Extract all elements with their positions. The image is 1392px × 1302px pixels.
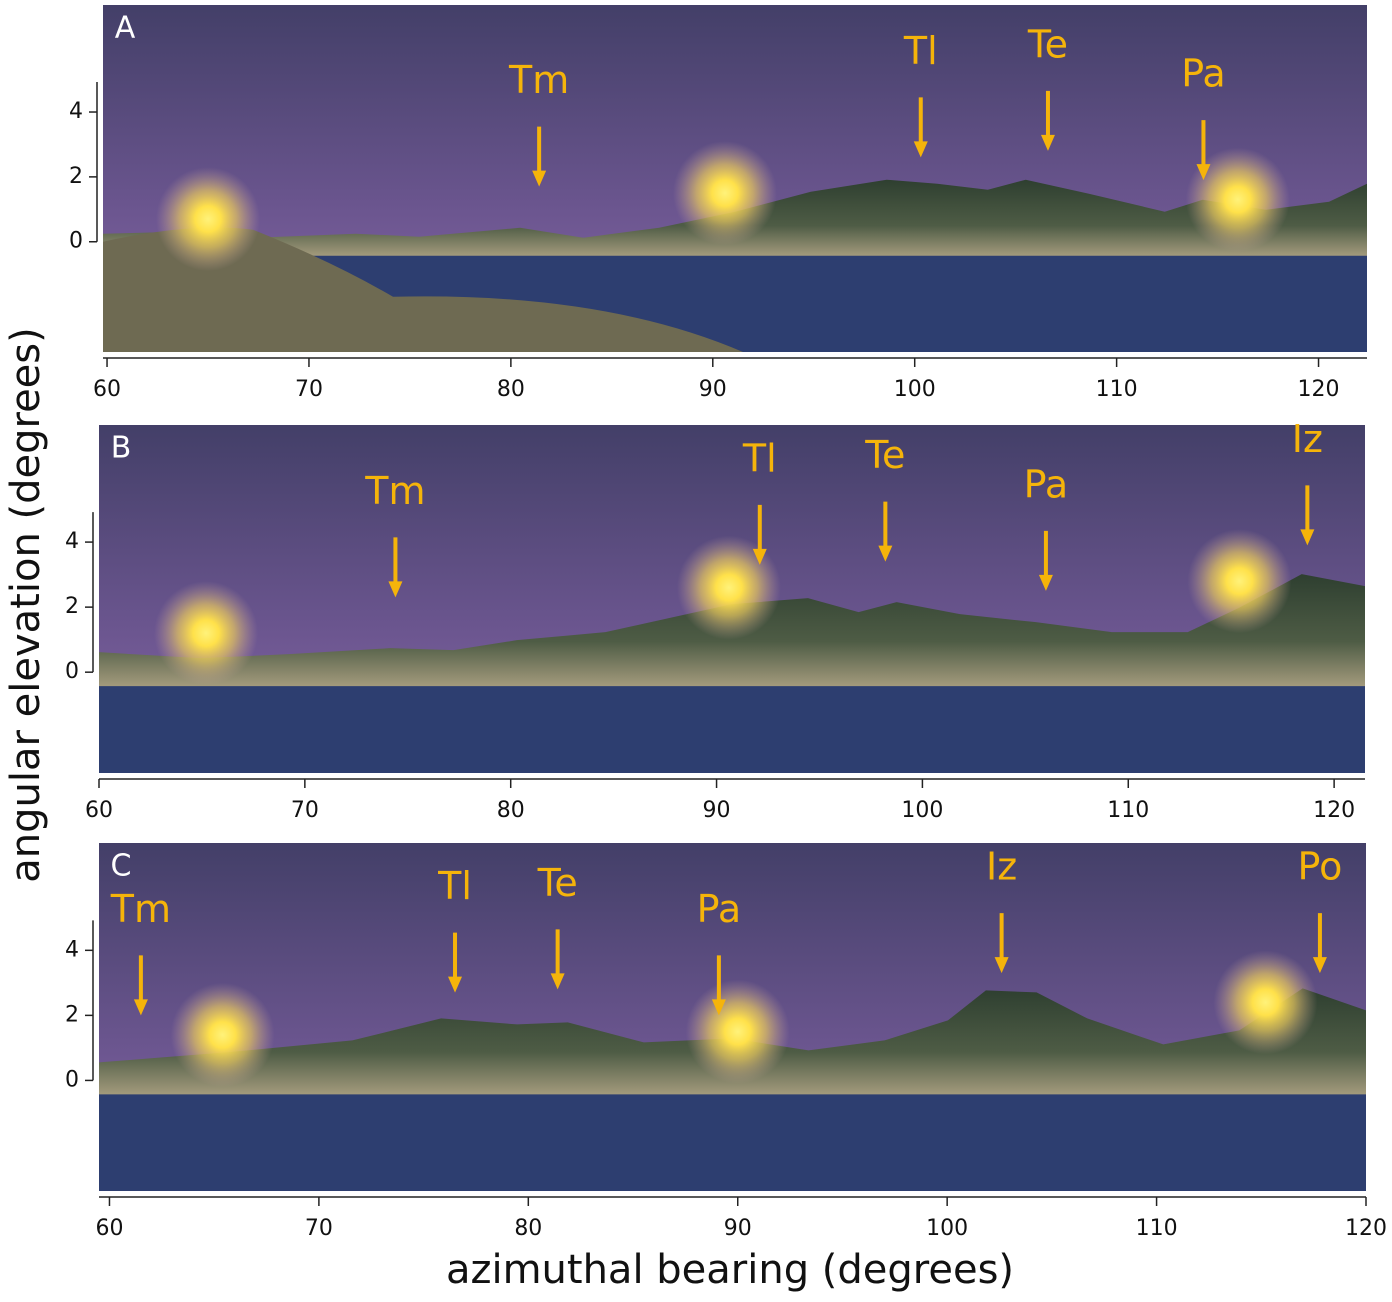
x-tick-label: 90 [699, 377, 727, 402]
sun [676, 535, 781, 640]
arrow-head [994, 957, 1009, 974]
x-tick-label: 60 [95, 1216, 123, 1241]
y-tick-label: 2 [65, 1002, 79, 1027]
peak-label: Pa [1024, 462, 1069, 506]
peak-label: Iz [986, 845, 1017, 889]
arrow-head [448, 976, 463, 993]
foreground-hill [103, 227, 743, 352]
arrow-head [878, 545, 893, 562]
x-tick-label: 70 [291, 798, 319, 823]
peak-label: Pa [697, 887, 742, 931]
x-tick-label: 120 [1313, 798, 1355, 823]
arrow-head [711, 999, 726, 1016]
x-tick-label: 60 [85, 798, 113, 823]
peak-label: Tl [742, 436, 777, 480]
peak-label: Tm [508, 58, 569, 102]
x-tick-label: 80 [514, 1216, 542, 1241]
sun [1213, 950, 1318, 1055]
peak-label: Iz [1292, 417, 1323, 461]
peak-label: Te [864, 433, 905, 477]
y-tick-label: 4 [65, 937, 79, 962]
x-tick-label: 90 [724, 1216, 752, 1241]
sun [1185, 147, 1290, 252]
arrow-head [388, 581, 403, 598]
x-tick-label: 110 [1096, 377, 1138, 402]
x-tick-label: 110 [1136, 1216, 1178, 1241]
sun [154, 581, 259, 686]
arrow-head [1300, 529, 1315, 546]
arrow-head [752, 548, 767, 565]
arrow-head [1196, 164, 1211, 181]
arrow-head [913, 141, 928, 158]
sun [1187, 529, 1292, 634]
peak-label: Tl [437, 864, 472, 908]
sun [170, 982, 275, 1087]
sun [155, 167, 260, 272]
arrow-head [550, 973, 565, 990]
x-tick-label: 70 [305, 1216, 333, 1241]
peak-label: Tm [364, 469, 425, 513]
peak-label: Po [1298, 845, 1343, 889]
y-axis-label: angular elevation (degrees) [3, 327, 49, 882]
y-tick-label: 0 [69, 229, 83, 254]
x-tick-label: 120 [1345, 1216, 1387, 1241]
water [99, 684, 1365, 773]
sun [685, 979, 790, 1084]
sun [672, 141, 777, 246]
arrow-head [1040, 134, 1055, 151]
x-tick-label: 80 [497, 377, 525, 402]
y-tick-label: 4 [69, 99, 83, 124]
peak-label: Te [537, 861, 578, 905]
peak-label: Tl [903, 29, 938, 73]
y-tick-label: 4 [65, 529, 79, 554]
x-tick-label: 100 [901, 798, 943, 823]
arrow-head [1038, 574, 1053, 591]
panel-label: C [111, 849, 132, 884]
x-axis-label: azimuthal bearing (degrees) [446, 1247, 1014, 1293]
water [99, 1092, 1366, 1191]
x-tick-label: 90 [703, 798, 731, 823]
arrow-head [532, 170, 547, 187]
peak-label: Tm [110, 887, 171, 931]
x-tick-label: 110 [1107, 798, 1149, 823]
x-tick-label: 100 [894, 377, 936, 402]
y-tick-label: 2 [65, 594, 79, 619]
x-tick-label: 60 [93, 377, 121, 402]
peak-label: Te [1027, 22, 1068, 66]
x-tick-label: 120 [1298, 377, 1340, 402]
x-tick-label: 70 [295, 377, 323, 402]
x-tick-label: 100 [926, 1216, 968, 1241]
x-tick-label: 80 [497, 798, 525, 823]
panel-label: B [111, 431, 132, 466]
arrow-head [1312, 957, 1327, 974]
peak-label: Pa [1181, 52, 1226, 96]
y-tick-label: 2 [69, 164, 83, 189]
y-tick-label: 0 [65, 659, 79, 684]
y-tick-label: 0 [65, 1067, 79, 1092]
arrow-head [133, 999, 148, 1016]
panel-label: A [115, 11, 136, 46]
